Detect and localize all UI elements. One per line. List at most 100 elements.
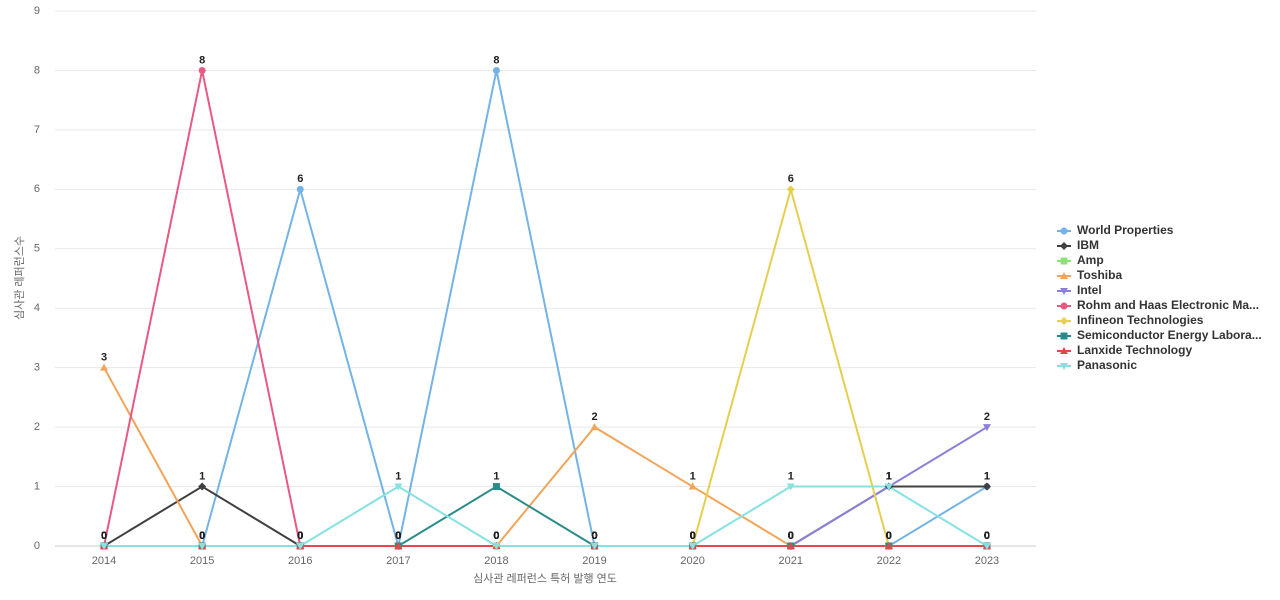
legend-marker (1060, 302, 1068, 310)
data-label: 0 (493, 530, 499, 542)
data-label: 0 (690, 530, 696, 542)
data-label: 1 (199, 470, 205, 482)
data-label: 0 (591, 530, 597, 542)
data-label: 0 (297, 530, 303, 542)
y-tick-label: 6 (34, 183, 40, 195)
point (786, 542, 795, 549)
data-label: 0 (395, 530, 401, 542)
data-label: 0 (493, 530, 499, 542)
data-label: 1 (690, 470, 696, 482)
data-label: 0 (788, 530, 794, 542)
data-label: 0 (395, 530, 401, 542)
data-label: 0 (395, 530, 401, 542)
point (198, 482, 207, 491)
data-label: 0 (199, 530, 205, 542)
data-label: 0 (788, 530, 794, 542)
data-label: 0 (690, 530, 696, 542)
y-tick-label: 9 (34, 5, 40, 17)
data-label: 0 (886, 530, 892, 542)
x-tick-label: 2020 (680, 555, 704, 567)
y-tick-label: 0 (34, 540, 40, 552)
point (688, 482, 697, 490)
point (198, 66, 206, 74)
point (590, 543, 599, 550)
data-label: 0 (591, 530, 597, 542)
legend-marker (1060, 227, 1068, 235)
data-label: 0 (199, 530, 205, 542)
data-label: 0 (297, 530, 303, 542)
data-label: 0 (297, 530, 303, 542)
data-label: 8 (493, 54, 499, 66)
point (590, 423, 599, 431)
x-tick-label: 2019 (582, 555, 606, 567)
legend-label: Amp (1077, 253, 1104, 267)
data-label: 0 (984, 530, 990, 542)
data-label: 0 (690, 530, 696, 542)
data-label: 0 (493, 530, 499, 542)
x-tick-label: 2014 (92, 555, 116, 567)
data-label: 0 (984, 530, 990, 542)
data-label: 0 (690, 530, 696, 542)
point (492, 543, 501, 550)
point (884, 483, 893, 491)
data-label: 6 (788, 173, 794, 185)
point (296, 185, 304, 193)
point (688, 543, 697, 550)
data-label: 0 (297, 530, 303, 542)
point (492, 66, 500, 74)
data-label: 0 (101, 530, 107, 542)
data-label: 0 (101, 530, 107, 542)
data-label: 0 (297, 530, 303, 542)
legend-label: Intel (1077, 283, 1102, 297)
data-label: 0 (297, 530, 303, 542)
data-label: 0 (591, 530, 597, 542)
point (198, 543, 207, 550)
data-label: 0 (591, 530, 597, 542)
x-tick-label: 2023 (975, 555, 999, 567)
series-line (103, 367, 987, 547)
legend-marker (1060, 363, 1068, 370)
data-label: 0 (886, 530, 892, 542)
legend-marker (1060, 242, 1068, 250)
legend-label: Toshiba (1077, 268, 1122, 282)
data-label: 0 (886, 530, 892, 542)
data-label: 0 (493, 530, 499, 542)
legend-marker (1060, 347, 1068, 354)
data-label: 0 (101, 530, 107, 542)
data-label: 0 (297, 530, 303, 542)
point (786, 185, 795, 194)
data-label: 0 (101, 530, 107, 542)
data-label: 0 (199, 530, 205, 542)
data-label: 0 (984, 530, 990, 542)
point (394, 542, 403, 549)
data-label: 0 (297, 530, 303, 542)
y-tick-label: 2 (34, 421, 40, 433)
data-label: 0 (395, 530, 401, 542)
data-label: 0 (395, 530, 401, 542)
y-tick-label: 1 (34, 480, 40, 492)
legend-marker (1060, 332, 1068, 340)
data-label: 0 (493, 530, 499, 542)
legend-marker (1060, 272, 1068, 279)
legend-label: Infineon Technologies (1077, 313, 1204, 327)
point (394, 483, 403, 491)
data-label: 8 (199, 54, 205, 66)
data-label: 2 (591, 411, 597, 423)
x-tick-label: 2022 (877, 555, 901, 567)
data-label: 0 (788, 530, 794, 542)
legend-marker (1060, 288, 1068, 295)
data-label: 0 (493, 530, 499, 542)
legend-label: IBM (1077, 238, 1099, 252)
data-label: 0 (101, 530, 107, 542)
point (982, 543, 991, 550)
data-label: 0 (297, 530, 303, 542)
legend-marker (1060, 257, 1068, 265)
data-label: 3 (101, 352, 107, 364)
data-label: 0 (788, 530, 794, 542)
data-label: 0 (690, 530, 696, 542)
point (100, 543, 109, 550)
data-label: 0 (984, 530, 990, 542)
point (492, 483, 500, 491)
x-tick-label: 2016 (288, 555, 312, 567)
data-label: 0 (984, 530, 990, 542)
